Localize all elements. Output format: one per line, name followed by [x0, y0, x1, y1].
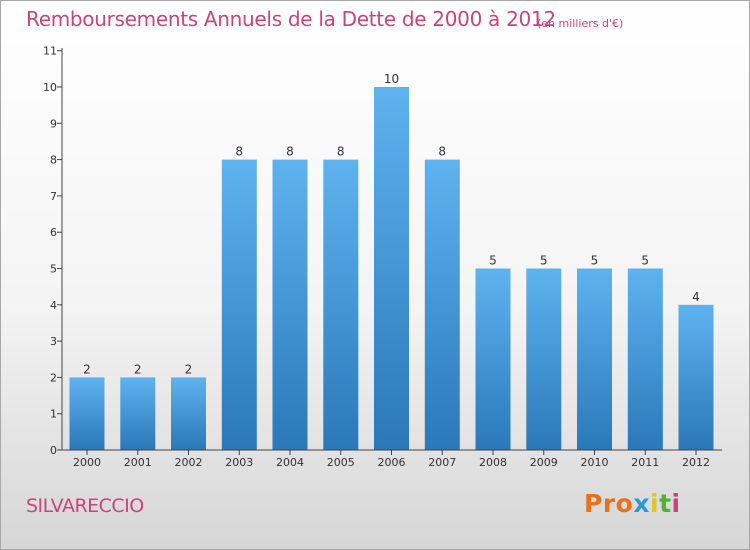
y-tick-label-8: 8 [50, 154, 57, 167]
bars-group [69, 87, 714, 450]
bar-2000 [69, 377, 105, 450]
data-label-2004: 8 [286, 145, 294, 159]
bar-2007 [424, 159, 460, 450]
data-label-2008: 5 [489, 254, 497, 268]
bar-2012 [678, 304, 714, 450]
x-tick-label-2012: 2012 [682, 456, 710, 469]
logo-letter: P [584, 489, 603, 518]
y-tick-label-0: 0 [50, 444, 57, 457]
y-tick-label-10: 10 [43, 81, 57, 94]
proxiti-logo[interactable]: Proxiti [584, 489, 681, 518]
y-tick-label-5: 5 [50, 263, 57, 276]
x-tick-label-2001: 2001 [124, 456, 152, 469]
y-tick-label-11: 11 [43, 45, 57, 58]
data-label-2010: 5 [591, 254, 599, 268]
logo-letter: x [633, 489, 650, 518]
x-tick-label-2005: 2005 [327, 456, 355, 469]
data-label-2011: 5 [641, 254, 649, 268]
x-tick-label-2010: 2010 [581, 456, 609, 469]
chart-title: Remboursements Annuels de la Dette de 20… [26, 7, 556, 31]
x-tick-label-2011: 2011 [631, 456, 659, 469]
data-labels-group: 2 2 2 8 8 8 10 8 5 5 5 5 4 [83, 72, 700, 376]
data-label-2005: 8 [337, 145, 345, 159]
bar-2006 [374, 87, 409, 450]
y-tick-label-9: 9 [50, 117, 57, 130]
y-tick-label-7: 7 [50, 190, 57, 203]
data-label-2012: 4 [692, 290, 700, 304]
x-tick-label-2002: 2002 [175, 456, 203, 469]
data-label-2006: 10 [384, 72, 399, 86]
bar-2011 [627, 268, 663, 450]
y-tick-label-1: 1 [50, 408, 57, 421]
x-tick-label-2008: 2008 [479, 456, 507, 469]
bar-2008 [475, 268, 511, 450]
logo-letter: o [615, 489, 634, 518]
logo-letter: r [602, 489, 616, 518]
logo-letter: t [659, 489, 672, 518]
x-tick-label-2007: 2007 [428, 456, 456, 469]
data-label-2001: 2 [134, 362, 142, 376]
bar-2002 [171, 377, 206, 450]
logo-letter: i [650, 489, 660, 518]
data-label-2003: 8 [235, 145, 243, 159]
chart-unit: (en milliers d'€) [537, 17, 624, 30]
x-tick-label-2006: 2006 [378, 456, 406, 469]
data-label-2000: 2 [83, 362, 91, 376]
logo-letter: i [671, 489, 681, 518]
x-tick-label-2004: 2004 [276, 456, 304, 469]
commune-name: SILVARECCIO [26, 495, 144, 517]
bar-2004 [272, 159, 308, 450]
y-tick-label-6: 6 [50, 226, 57, 239]
x-tick-label-2003: 2003 [225, 456, 253, 469]
bar-2009 [526, 268, 562, 450]
y-tick-label-3: 3 [50, 335, 57, 348]
bar-2003 [221, 159, 257, 450]
bar-2001 [120, 377, 156, 450]
x-tick-label-2009: 2009 [530, 456, 558, 469]
data-label-2002: 2 [185, 362, 193, 376]
data-label-2007: 8 [438, 145, 446, 159]
bar-2005 [323, 159, 359, 450]
y-tick-label-4: 4 [50, 299, 57, 312]
y-tick-label-2: 2 [50, 371, 57, 384]
data-label-2009: 5 [540, 254, 548, 268]
bar-2010 [577, 268, 612, 450]
axes-group: 0 1 2 3 4 5 6 7 8 9 10 11 2000 2001 2002 2003 2004 2005 20… [43, 45, 722, 469]
x-tick-label-2000: 2000 [73, 456, 101, 469]
